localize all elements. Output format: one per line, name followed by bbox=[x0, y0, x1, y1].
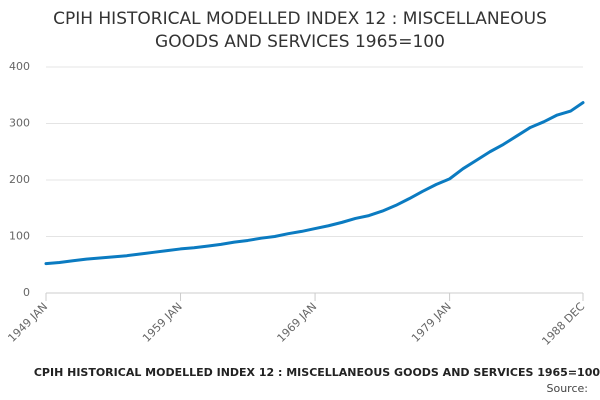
x-tick-label: 1949 JAN bbox=[5, 300, 50, 345]
y-tick-label: 0 bbox=[23, 286, 30, 299]
y-tick-label: 300 bbox=[9, 117, 30, 130]
footer-title: CPIH HISTORICAL MODELLED INDEX 12 : MISC… bbox=[33, 366, 600, 379]
y-tick-label: 100 bbox=[9, 230, 30, 243]
y-tick-label: 400 bbox=[9, 60, 30, 73]
chart-title: CPIH HISTORICAL MODELLED INDEX 12 : MISC… bbox=[53, 9, 547, 52]
y-tick-label: 200 bbox=[9, 173, 30, 186]
x-tick-label: 1988 DEC bbox=[539, 300, 587, 348]
x-tick-label: 1959 JAN bbox=[140, 300, 185, 345]
source: Source: bbox=[546, 382, 589, 395]
x-tick-label: 1979 JAN bbox=[409, 300, 454, 345]
x-tick-label: 1969 JAN bbox=[275, 300, 320, 345]
line bbox=[44, 101, 585, 266]
